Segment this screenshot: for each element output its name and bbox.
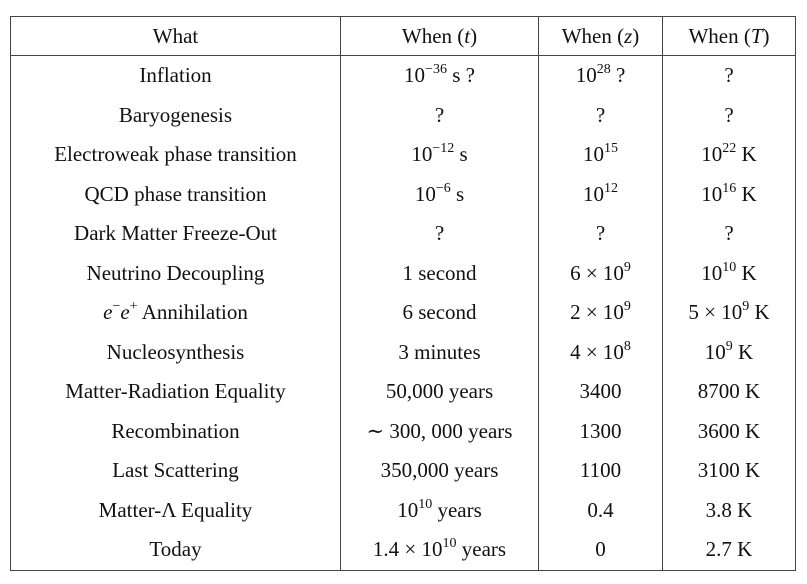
- cell-when-T: ?: [662, 95, 796, 135]
- cell-when-T: 109 K: [662, 332, 796, 372]
- cell-what: Dark Matter Freeze-Out: [10, 214, 341, 254]
- cell-what: e−e+ Annihilation: [10, 293, 341, 333]
- cell-when-z: 4 × 108: [538, 332, 663, 372]
- table-row: Recombination ∼ 300, 000 years 1300 3600 K: [10, 411, 796, 451]
- cell-what: Neutrino Decoupling: [10, 253, 341, 293]
- cell-what: Inflation: [10, 55, 341, 96]
- table-row: Matter-Λ Equality 1010 years 0.4 3.8 K: [10, 490, 796, 530]
- cell-when-T: 3.8 K: [662, 490, 796, 530]
- table-row: Nucleosynthesis 3 minutes 4 × 108 109 K: [10, 332, 796, 372]
- cell-what: QCD phase transition: [10, 174, 341, 214]
- table-row: Inflation 10−36 s ? 1028 ??: [10, 55, 796, 96]
- cell-what: Nucleosynthesis: [10, 332, 341, 372]
- cell-when-t: 10−12 s: [340, 135, 539, 175]
- cell-when-z: 1015: [538, 135, 663, 175]
- cell-when-t: 10−36 s ?: [340, 55, 539, 96]
- cell-when-z: 1012: [538, 174, 663, 214]
- cell-when-t: 1 second: [340, 253, 539, 293]
- table-body: Inflation 10−36 s ? 1028 ?? Baryogenesis???…: [10, 55, 796, 571]
- cell-when-z: 2 × 109: [538, 293, 663, 333]
- cell-when-t: 1.4 × 1010 years: [340, 530, 539, 571]
- cell-when-t: ?: [340, 95, 539, 135]
- header-row: What When (t) When (z) When (T): [10, 16, 796, 56]
- table-row: e−e+ Annihilation 6 second 2 × 109 5 × 109 …: [10, 293, 796, 333]
- cell-when-T: 3100 K: [662, 451, 796, 491]
- table-row: Baryogenesis???: [10, 95, 796, 135]
- cell-what: Electroweak phase transition: [10, 135, 341, 175]
- table-header: What When (t) When (z) When (T): [10, 16, 796, 56]
- header-when-t: When (t): [340, 16, 539, 56]
- cell-when-t: 1010 years: [340, 490, 539, 530]
- cell-when-T: 5 × 109 K: [662, 293, 796, 333]
- header-when-T: When (T): [662, 16, 796, 56]
- header-when-z: When (z): [538, 16, 663, 56]
- cell-what: Baryogenesis: [10, 95, 341, 135]
- cell-when-z: 1300: [538, 411, 663, 451]
- table-row: Last Scattering 350,000 years 1100 3100 K: [10, 451, 796, 491]
- cell-what: Matter-Radiation Equality: [10, 372, 341, 412]
- cell-when-z: 3400: [538, 372, 663, 412]
- cell-when-T: 1022 K: [662, 135, 796, 175]
- cell-when-z: 0.4: [538, 490, 663, 530]
- table-row: Neutrino Decoupling 1 second 6 × 109 1010 K: [10, 253, 796, 293]
- cell-when-z: 1100: [538, 451, 663, 491]
- cell-when-t: ∼ 300, 000 years: [340, 411, 539, 451]
- table-row: Dark Matter Freeze-Out???: [10, 214, 796, 254]
- cell-when-T: ?: [662, 55, 796, 96]
- table-row: QCD phase transition 10−6 s 1012 1016 K: [10, 174, 796, 214]
- cell-when-z: ?: [538, 95, 663, 135]
- table-row: Today 1.4 × 1010 years 0 2.7 K: [10, 530, 796, 571]
- cell-when-t: 6 second: [340, 293, 539, 333]
- cell-when-z: 0: [538, 530, 663, 571]
- cell-when-T: 3600 K: [662, 411, 796, 451]
- cosmic-timeline-table: What When (t) When (z) When (T) Inflatio…: [10, 16, 796, 571]
- cell-when-t: 3 minutes: [340, 332, 539, 372]
- cell-what: Last Scattering: [10, 451, 341, 491]
- cell-when-z: 1028 ?: [538, 55, 663, 96]
- cell-when-T: 1010 K: [662, 253, 796, 293]
- cell-when-T: 8700 K: [662, 372, 796, 412]
- cell-what: Recombination: [10, 411, 341, 451]
- cell-when-T: 2.7 K: [662, 530, 796, 571]
- cell-when-T: ?: [662, 214, 796, 254]
- header-what: What: [10, 16, 341, 56]
- cell-when-t: 350,000 years: [340, 451, 539, 491]
- cell-when-t: 10−6 s: [340, 174, 539, 214]
- cell-when-z: ?: [538, 214, 663, 254]
- cell-when-t: ?: [340, 214, 539, 254]
- cell-when-z: 6 × 109: [538, 253, 663, 293]
- table-row: Matter-Radiation Equality 50,000 years 340…: [10, 372, 796, 412]
- cell-what: Today: [10, 530, 341, 571]
- cell-when-t: 50,000 years: [340, 372, 539, 412]
- cell-when-T: 1016 K: [662, 174, 796, 214]
- cell-what: Matter-Λ Equality: [10, 490, 341, 530]
- table-row: Electroweak phase transition 10−12 s 1015 1…: [10, 135, 796, 175]
